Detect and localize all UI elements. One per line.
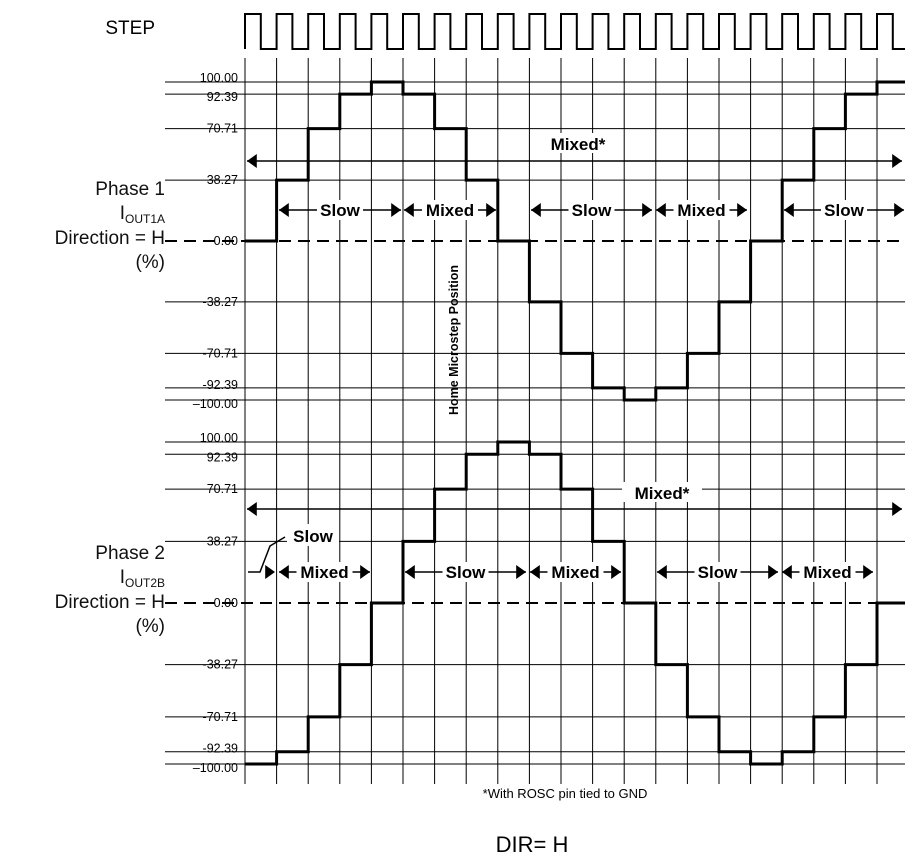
dir-label: DIR= H [496, 832, 569, 857]
arrowhead [737, 203, 747, 217]
arrowhead [768, 565, 778, 579]
phase1-decay-label: Slow [572, 201, 612, 220]
phase2-label: Phase 2 IOUT2B Direction = H (%) [55, 542, 165, 638]
phase2-decay-label-bg [296, 562, 353, 582]
phase2-decay-label-bg [442, 562, 489, 582]
arrowhead [892, 502, 902, 516]
phase1-current-waveform [245, 80, 905, 402]
step-clock-trace [244, 13, 905, 50]
step-clock-waveform [244, 13, 905, 50]
arrowhead [279, 203, 289, 217]
arrowhead [894, 203, 904, 217]
arrowhead [656, 203, 666, 217]
phase1-decay-label-bg [821, 200, 867, 220]
phase2-current-waveform [245, 440, 905, 766]
phase1-name: Phase 1 [95, 179, 165, 200]
y-tick-label: 92.39 [207, 450, 238, 464]
arrowhead [265, 565, 275, 579]
phase1-decay-label: Slow [320, 201, 360, 220]
phase2-current: IOUT2B [55, 566, 165, 591]
phase1-decay-label: Mixed [677, 201, 725, 220]
phase2-decay-label: Mixed [551, 563, 599, 582]
arrowhead [782, 565, 792, 579]
arrowhead [247, 502, 257, 516]
step-label: STEP [105, 18, 155, 39]
phase1-decay-label-bg [673, 200, 730, 220]
home-microstep-label: Home Microstep Position [447, 265, 461, 415]
phase1-decay-label-bg [422, 200, 478, 220]
y-tick-label: -70.71 [203, 346, 238, 360]
arrowhead [516, 565, 526, 579]
y-tick-label: -38.27 [203, 295, 238, 309]
phase2-decay-label-bg [694, 562, 741, 582]
y-tick-label: –100.00 [193, 761, 238, 775]
arrowhead [360, 565, 370, 579]
phase2-decay-label: Mixed [300, 563, 348, 582]
y-tick-label: 70.71 [207, 482, 238, 496]
arrowhead [863, 565, 873, 579]
phase2-current-symbol: I [119, 566, 125, 588]
phase2-decay-label: Slow [293, 527, 333, 546]
y-tick-label: 70.71 [207, 122, 238, 136]
phase2-decay-label: Slow [446, 563, 486, 582]
phase2-current-subscript: OUT2B [124, 575, 165, 590]
phase2-decay-label: Slow [698, 563, 738, 582]
phase2-mixed-star-label: Mixed* [635, 484, 690, 503]
phase2-slow-callout-bg [287, 524, 339, 546]
phase2-direction: Direction = H [54, 591, 165, 613]
y-tick-label: 38.27 [207, 173, 238, 187]
grid [165, 58, 905, 784]
phase1-units: (%) [135, 251, 165, 273]
arrowhead [486, 203, 496, 217]
y-tick-label: -92.39 [203, 742, 238, 756]
y-tick-label: 100.00 [200, 71, 238, 85]
arrowhead [611, 565, 621, 579]
y-tick-label: 38.27 [207, 534, 238, 548]
phase1-decay-label-bg [568, 200, 615, 220]
phase1-mixed-star-label: Mixed* [551, 135, 606, 154]
y-tick-label: -92.39 [203, 378, 238, 392]
phase1-decay-label-bg [317, 200, 363, 220]
y-tick-label: 0.00 [214, 596, 238, 610]
phase2-units: (%) [135, 615, 165, 637]
phase2-slow-callout-leader [248, 536, 286, 573]
arrowhead [247, 154, 257, 168]
arrowhead [657, 565, 667, 579]
phase2-decay-label-bg [547, 562, 604, 582]
arrowhead [405, 565, 415, 579]
phase1-decay-label: Slow [824, 201, 864, 220]
phase1-label: Phase 1 IOUT1A Direction = H (%) [55, 178, 165, 274]
phase1-current: IOUT1A [55, 202, 165, 227]
y-tick-label: 100.00 [200, 431, 238, 445]
phase2-mixed-label-bg [622, 482, 702, 502]
arrowhead [784, 203, 794, 217]
phase1-mixed-label-bg [538, 133, 618, 153]
y-tick-label: –100.00 [193, 397, 238, 411]
phase2-decay-label-bg [799, 562, 856, 582]
arrowhead [892, 154, 902, 168]
arrowhead [642, 203, 652, 217]
phase1-current-subscript: OUT1A [124, 211, 165, 226]
phase-waveforms [245, 80, 905, 766]
decay-annotations: Mixed* Slow Mixed Slow Mixed Slow Mixed* Slow Mi… [247, 133, 904, 582]
arrowhead [530, 565, 540, 579]
footnote: *With ROSC pin tied to GND [483, 786, 648, 801]
phase2-decay-label: Mixed [803, 563, 851, 582]
phase1-current-symbol: I [119, 202, 125, 224]
y-tick-label: 0.00 [214, 234, 238, 248]
y-tick-label: 92.39 [207, 90, 238, 104]
phase2-name: Phase 2 [95, 543, 165, 564]
y-tick-label: -70.71 [203, 710, 238, 724]
arrowhead [404, 203, 414, 217]
phase1-decay-label: Mixed [426, 201, 474, 220]
y-tick-label: -38.27 [203, 658, 238, 672]
y-tick-labels: 100.00 92.39 70.71 38.27 0.00 -38.27 -70.71 -92… [193, 71, 238, 775]
arrowhead [279, 565, 289, 579]
arrowhead [531, 203, 541, 217]
phase1-direction: Direction = H [54, 227, 165, 249]
arrowhead [391, 203, 401, 217]
